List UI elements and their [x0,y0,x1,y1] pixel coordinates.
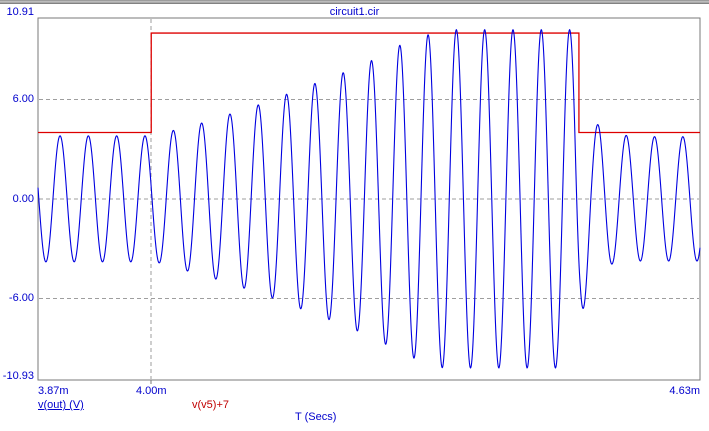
window-top-edge [0,0,709,4]
x-tick-label: 4.00m [135,385,167,397]
trace-vout[interactable] [37,28,701,369]
legend-vv5[interactable]: v(v5)+7 [192,399,229,411]
legend-vout[interactable]: v(out) (V) [38,399,84,411]
y-tick-label: 10.91 [6,6,34,18]
y-tick-label: -10.93 [2,370,34,382]
x-tick-label: 4.63m [669,385,700,397]
y-tick-label: -6.00 [8,292,34,305]
x-tick-label: 3.87m [38,385,69,397]
trace-vv5[interactable] [38,32,700,134]
x-axis-title: T (Secs) [295,411,337,423]
y-tick-label: 6.00 [12,93,34,106]
plot-frame [37,17,701,381]
y-tick-label: 0.00 [12,192,34,205]
plot-title: circuit1.cir [329,6,380,18]
